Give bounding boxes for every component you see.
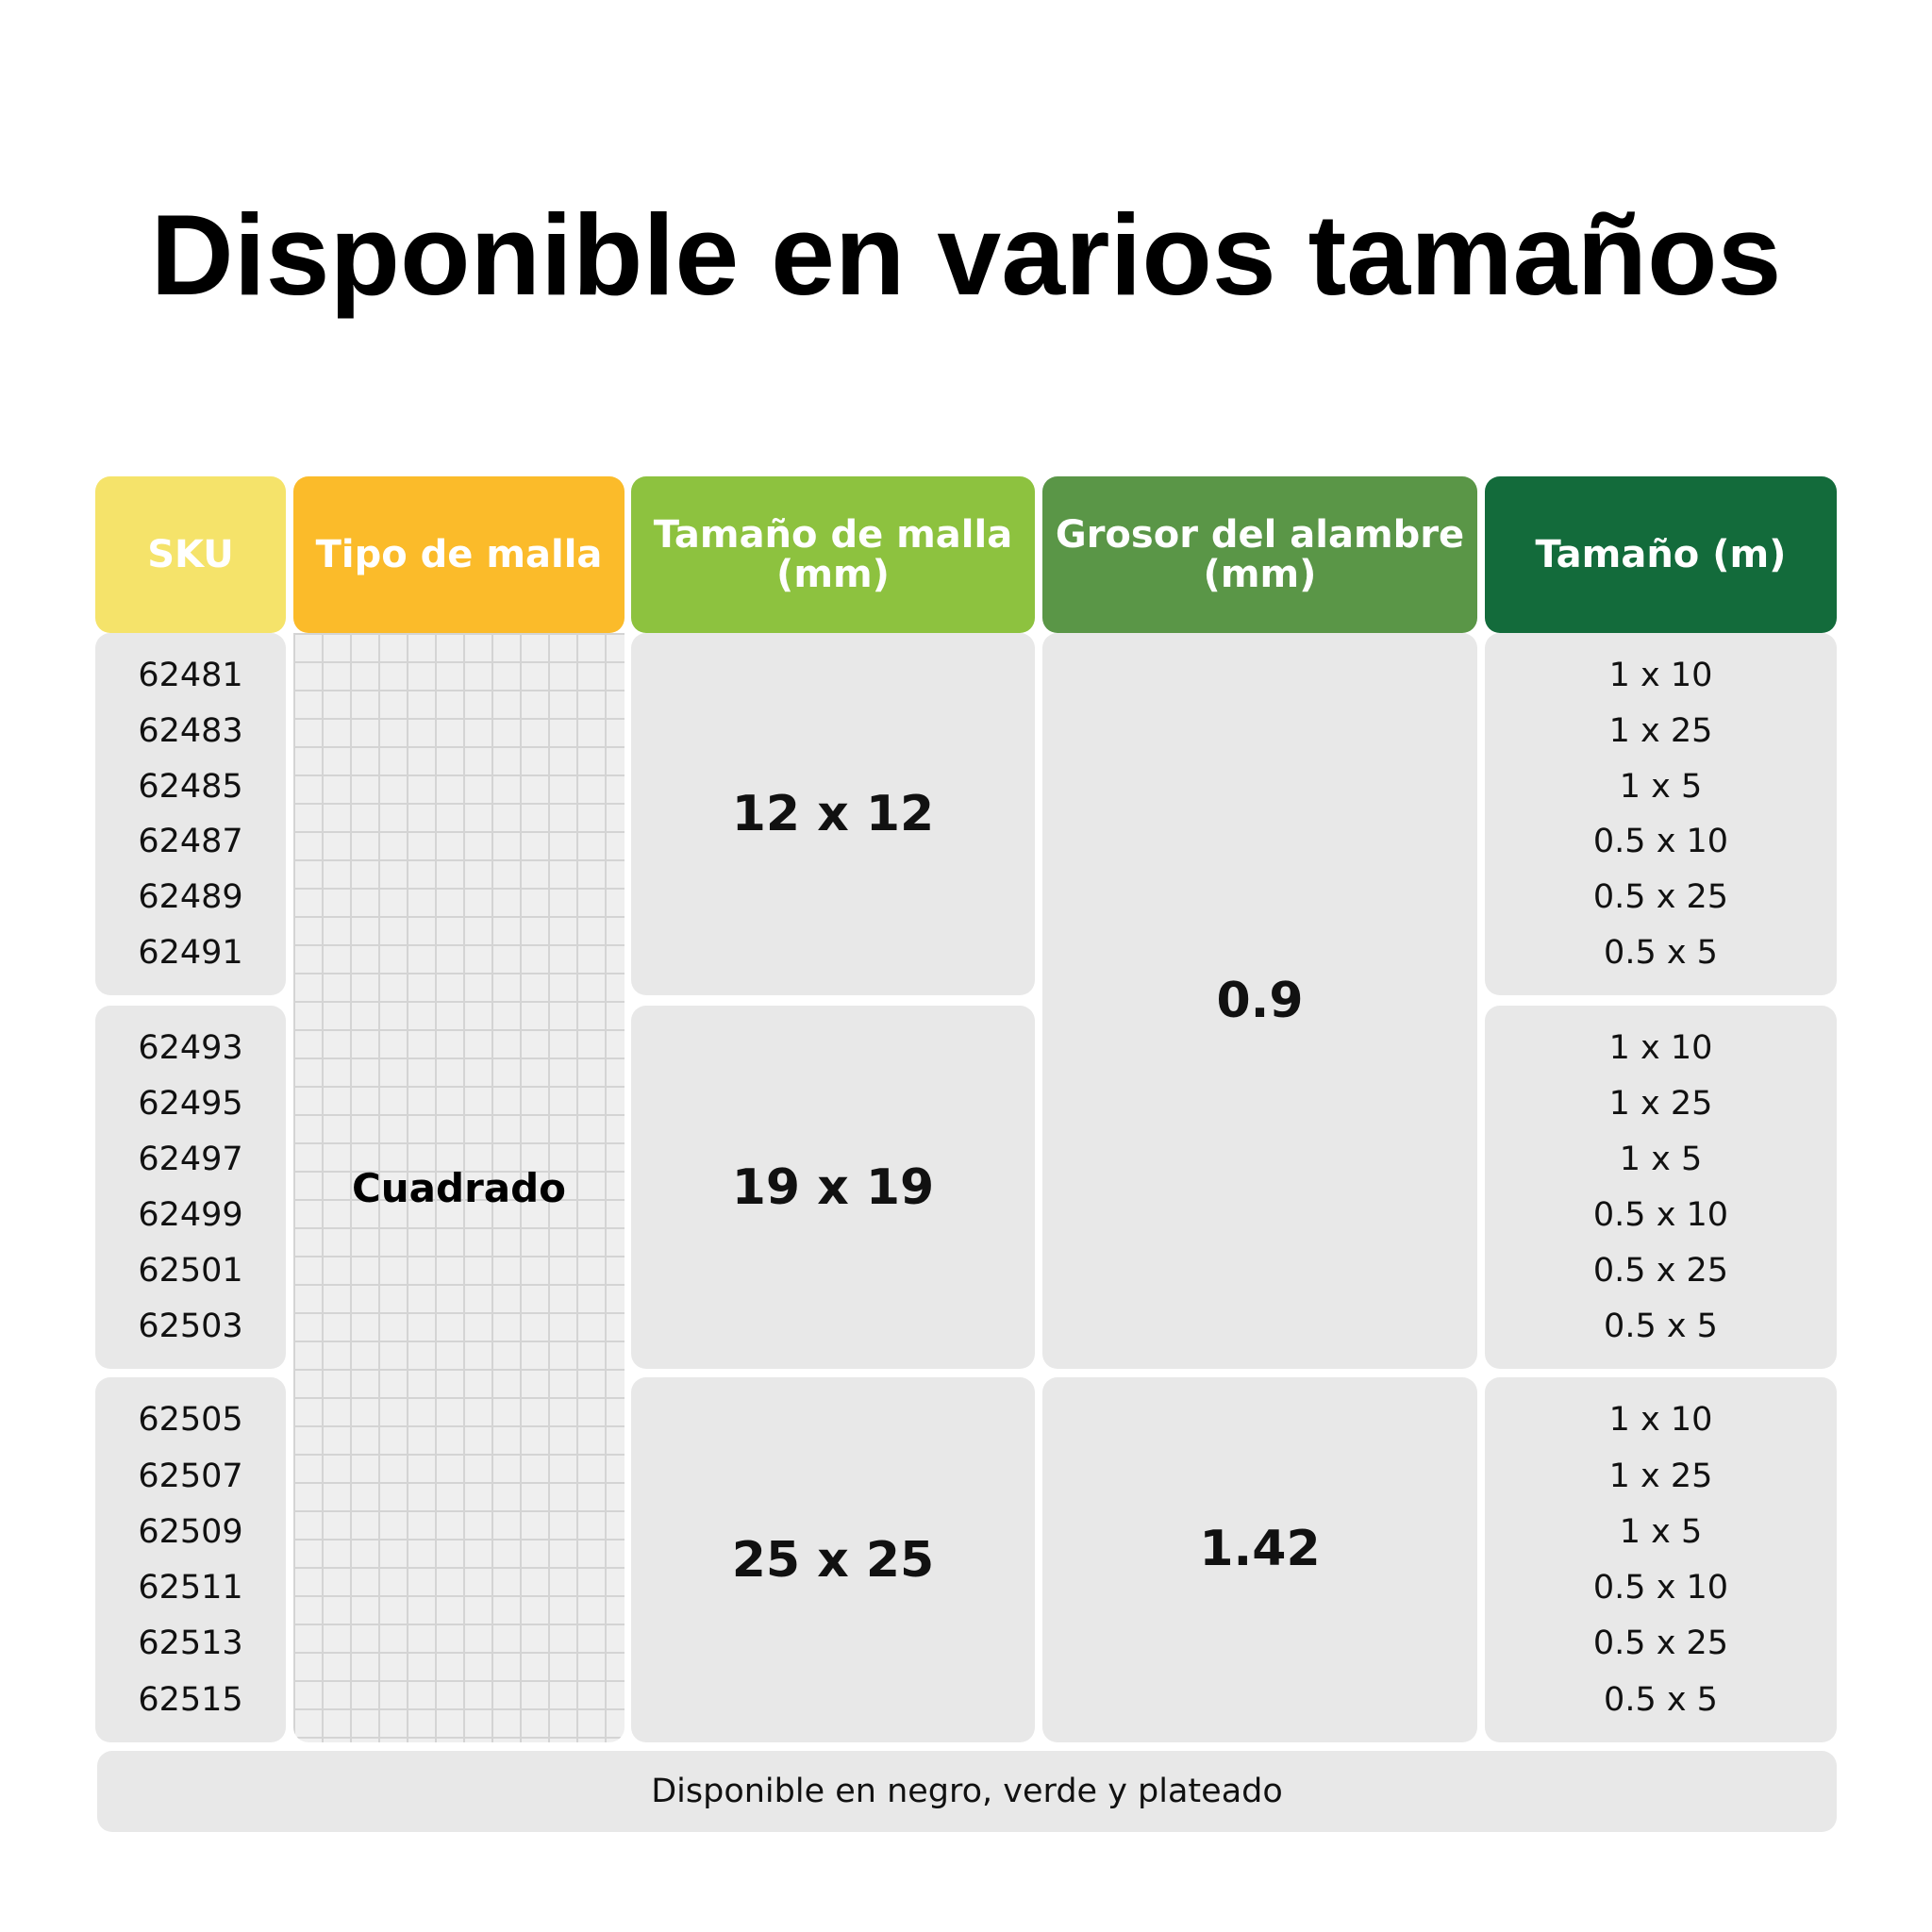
sku: 62495 — [138, 1085, 243, 1123]
sku: 62515 — [138, 1680, 243, 1719]
sku: 62503 — [138, 1307, 243, 1345]
mesh-size: 12 x 12 — [631, 633, 1035, 995]
mesh-size: 19 x 19 — [631, 1006, 1035, 1369]
size: 0.5 x 5 — [1604, 1680, 1718, 1719]
size-list: 1 x 10 1 x 25 1 x 5 0.5 x 10 0.5 x 25 0.5 x 5 — [1485, 633, 1837, 995]
size: 0.5 x 10 — [1592, 1196, 1729, 1234]
sku: 62499 — [138, 1196, 243, 1234]
sku: 62505 — [138, 1401, 243, 1440]
column-header: Tamaño de malla (mm) — [631, 476, 1035, 633]
sku: 62509 — [138, 1512, 243, 1551]
column-header: SKU — [95, 476, 286, 633]
size: 1 x 10 — [1608, 656, 1713, 694]
size: 0.5 x 25 — [1592, 1624, 1729, 1663]
sku: 62493 — [138, 1029, 243, 1067]
size: 1 x 25 — [1608, 1457, 1713, 1495]
sku: 62507 — [138, 1457, 243, 1495]
size: 0.5 x 25 — [1592, 1252, 1729, 1290]
sku: 62501 — [138, 1252, 243, 1290]
sku: 62485 — [138, 767, 243, 806]
size-list: 1 x 10 1 x 25 1 x 5 0.5 x 10 0.5 x 25 0.5 x 5 — [1485, 1377, 1837, 1742]
size: 1 x 25 — [1608, 1085, 1713, 1123]
size: 1 x 5 — [1619, 767, 1703, 806]
sku: 62481 — [138, 656, 243, 694]
wire-thickness: 1.42 — [1042, 1377, 1477, 1742]
column-header: Tipo de malla — [293, 476, 625, 633]
sku: 62513 — [138, 1624, 243, 1663]
footer-note: Disponible en negro, verde y plateado — [97, 1751, 1837, 1832]
size: 0.5 x 25 — [1592, 878, 1729, 917]
size-list: 1 x 10 1 x 25 1 x 5 0.5 x 10 0.5 x 25 0.5 x 5 — [1485, 1006, 1837, 1369]
size: 0.5 x 5 — [1604, 934, 1718, 973]
column-header: Tamaño (m) — [1485, 476, 1837, 633]
sku-list: 62493 62495 62497 62499 62501 62503 — [95, 1006, 286, 1369]
size: 1 x 5 — [1619, 1141, 1703, 1178]
sku-list: 62481 62483 62485 62487 62489 62491 — [95, 633, 286, 995]
size: 1 x 10 — [1608, 1401, 1713, 1440]
size: 0.5 x 10 — [1592, 1569, 1729, 1607]
size: 1 x 10 — [1608, 1029, 1713, 1067]
sku: 62487 — [138, 823, 243, 861]
wire-thickness: 0.9 — [1042, 633, 1477, 1369]
sku: 62511 — [138, 1569, 243, 1607]
sku-list: 62505 62507 62509 62511 62513 62515 — [95, 1377, 286, 1742]
mesh-type: Cuadrado — [293, 633, 625, 1742]
sku: 62491 — [138, 934, 243, 973]
size: 0.5 x 10 — [1592, 823, 1729, 861]
sku: 62497 — [138, 1141, 243, 1178]
sku: 62489 — [138, 878, 243, 917]
size: 1 x 5 — [1619, 1512, 1703, 1551]
sku: 62483 — [138, 711, 243, 750]
page-title: Disponible en varios tamaños — [150, 191, 1782, 319]
size: 1 x 25 — [1608, 711, 1713, 750]
mesh-size: 25 x 25 — [631, 1377, 1035, 1742]
size: 0.5 x 5 — [1604, 1307, 1718, 1345]
column-header: Grosor del alambre (mm) — [1042, 476, 1477, 633]
